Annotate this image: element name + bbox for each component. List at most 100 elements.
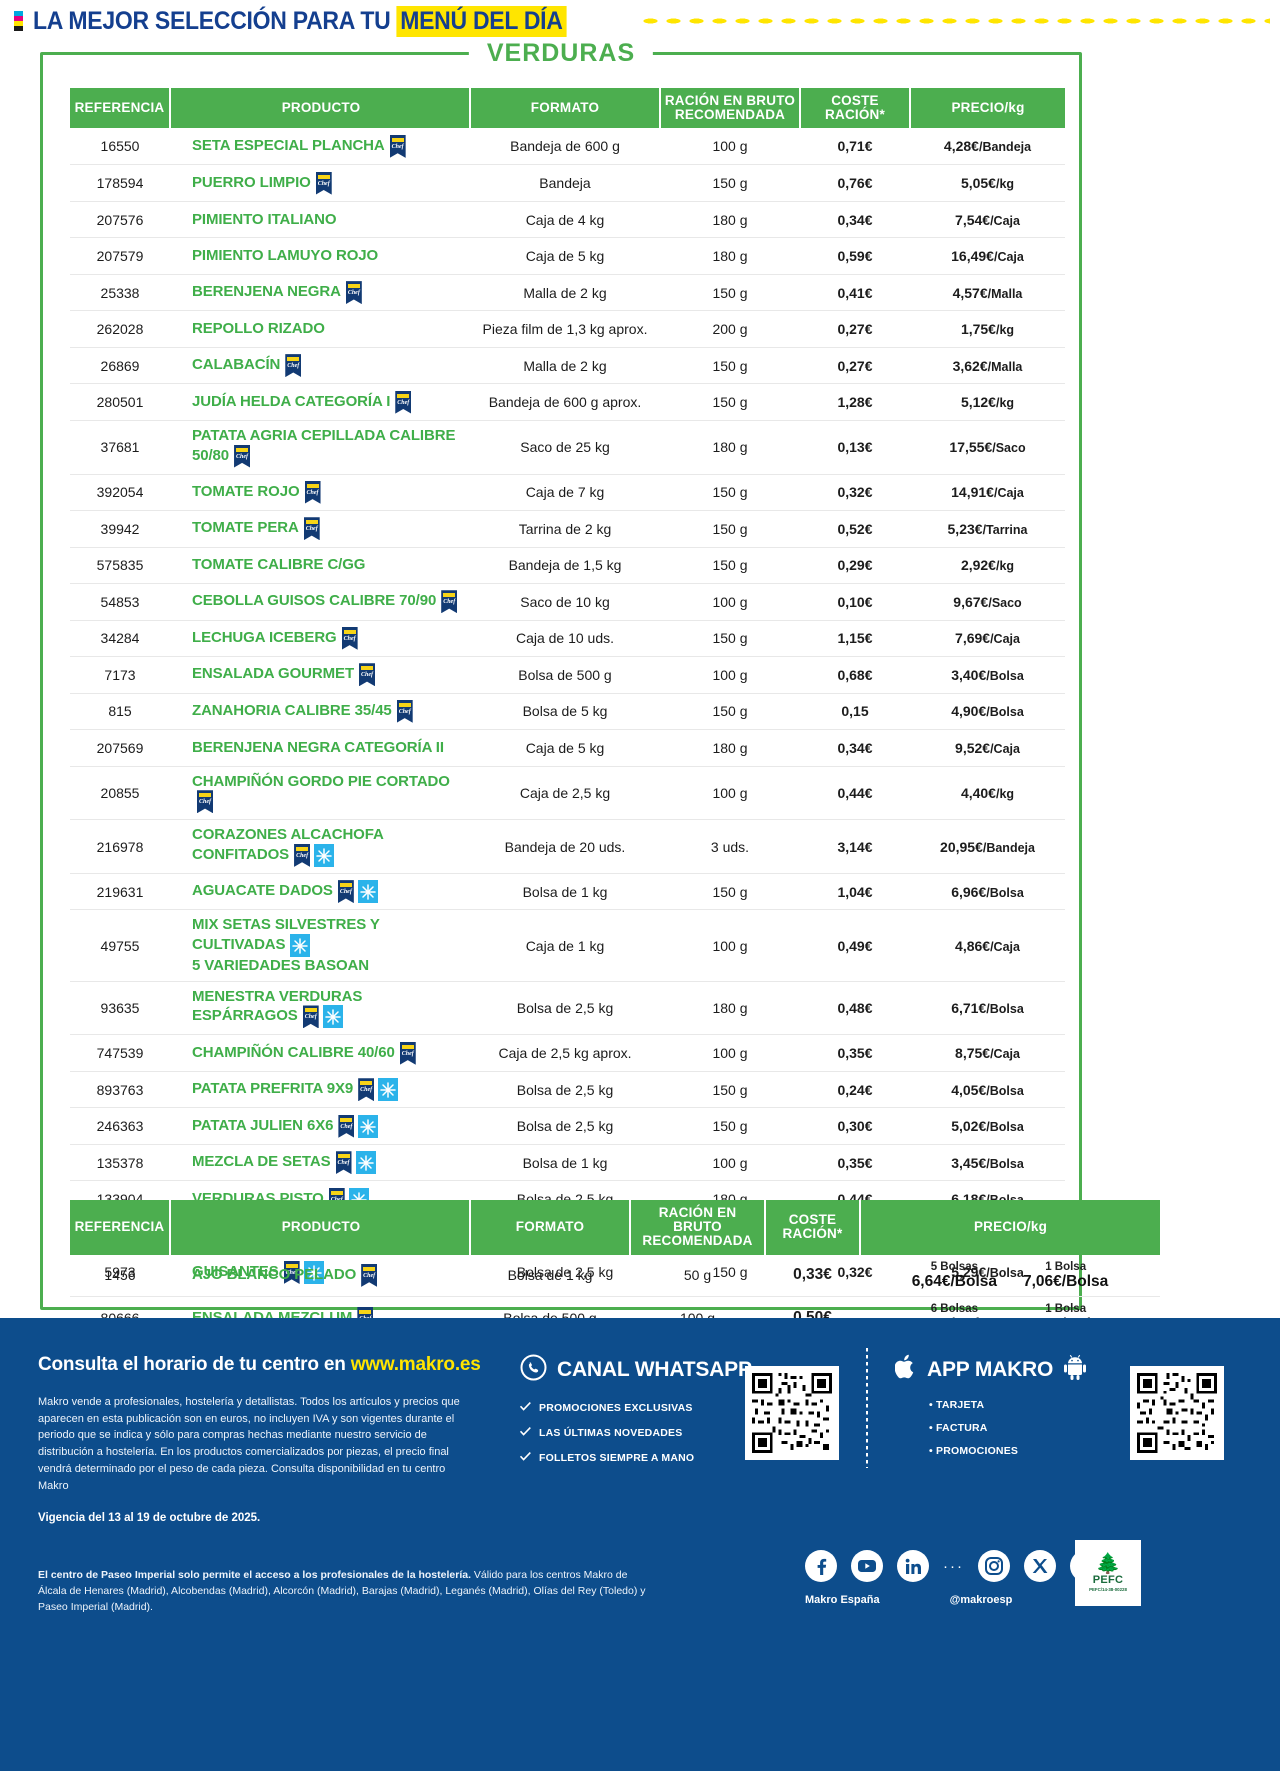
product-name: PATATA JULIEN 6X6 bbox=[192, 1116, 334, 1134]
cell-coste-racion: 0,30€ bbox=[837, 1118, 873, 1135]
cell-precio: 9,52€/Caja bbox=[955, 739, 1020, 756]
app-qr-code[interactable] bbox=[1130, 1366, 1224, 1460]
cell-coste-racion: 0,71€ bbox=[837, 138, 873, 155]
x-twitter-icon[interactable] bbox=[1024, 1550, 1056, 1582]
cell-racion: 150 g bbox=[712, 357, 748, 374]
table-row: 747539 CHAMPIÑÓN CALIBRE 40/60 Caja de 2,5… bbox=[70, 1035, 1065, 1072]
table-header-main: REFERENCIA PRODUCTO FORMATO RACIÓN EN BR… bbox=[70, 88, 1065, 129]
table-row: 207569 BERENJENA NEGRA CATEGORÍA II Caja d… bbox=[70, 730, 1065, 767]
cell-precio: 8,75€/Caja bbox=[955, 1045, 1020, 1062]
footer-info-block: Consulta el horario de tu centro en www.… bbox=[38, 1354, 481, 1524]
cell-racion: 150 g bbox=[712, 557, 748, 574]
table-row: 246363 PATATA JULIEN 6X6 Bolsa de 2,5 kg 15… bbox=[70, 1108, 1065, 1145]
product-badges bbox=[234, 444, 251, 468]
metro-chef-badge-icon bbox=[389, 134, 406, 158]
cell-coste-racion: 0,41€ bbox=[837, 284, 873, 301]
table-row: 93635 MENESTRA VERDURAS ESPÁRRAGOS Bolsa d… bbox=[70, 981, 1065, 1035]
cell-coste-racion: 1,04€ bbox=[837, 883, 873, 900]
cell-racion: 200 g bbox=[712, 321, 748, 338]
cell-precio-unit: /Caja bbox=[990, 741, 1020, 756]
cell-producto: CALABACÍN bbox=[170, 347, 470, 384]
footer-stores-text: El centro de Paseo Imperial solo permite… bbox=[38, 1568, 648, 1615]
cell-formato: Bolsa de 2,5 kg bbox=[516, 1081, 614, 1098]
cell-precio: 4,05€/Bolsa bbox=[951, 1081, 1024, 1098]
cell-referencia: 392054 bbox=[96, 484, 144, 501]
table-row: 39942 TOMATE PERA Tarrina de 2 kg 150 g 0,52… bbox=[70, 511, 1065, 548]
products-table-main: REFERENCIA PRODUCTO FORMATO RACIÓN EN BR… bbox=[70, 88, 1065, 1290]
table-row: 262028 REPOLLO RIZADO Pieza film de 1,3 kg… bbox=[70, 311, 1065, 348]
cell-precio-unit: /Bolsa bbox=[986, 705, 1024, 720]
check-icon bbox=[519, 1452, 531, 1464]
cell-precio: 4,86€/Caja bbox=[955, 937, 1020, 954]
product-name-line2: 5 VARIEDADES BASOAN bbox=[192, 956, 370, 974]
cmyk-registration-mark bbox=[14, 11, 23, 31]
cell-formato: Bolsa de 1 kg bbox=[507, 1267, 593, 1284]
cell-precio: 3,40€/Bolsa bbox=[951, 666, 1024, 683]
product-name: CORAZONES ALCACHOFA CONFITADOS bbox=[192, 826, 384, 863]
product-badges bbox=[441, 590, 458, 614]
metro-chef-badge-icon bbox=[395, 390, 412, 414]
product-name: TOMATE ROJO bbox=[192, 482, 300, 500]
metro-chef-badge-icon bbox=[341, 626, 358, 650]
metro-chef-badge-icon bbox=[315, 171, 332, 195]
section-title: VERDURAS bbox=[468, 39, 654, 68]
cell-producto: AGUACATE DADOS bbox=[170, 873, 470, 910]
frozen-snowflake-badge-icon bbox=[355, 1151, 376, 1175]
cell-referencia: 216978 bbox=[96, 838, 144, 855]
col-racion-line1: RACIÓN EN BRUTO bbox=[664, 93, 796, 108]
product-badges bbox=[361, 1263, 378, 1287]
check-icon bbox=[519, 1402, 531, 1414]
whatsapp-benefit-item: PROMOCIONES EXCLUSIVAS bbox=[519, 1402, 800, 1414]
cell-coste-racion: 0,44€ bbox=[837, 784, 873, 801]
section-frame: VERDURAS bbox=[40, 39, 1082, 1310]
youtube-icon[interactable] bbox=[851, 1550, 883, 1582]
cell-precio-unit: /Saco bbox=[992, 441, 1026, 456]
cell-racion: 150 g bbox=[712, 284, 748, 301]
cell-racion: 150 g bbox=[712, 883, 748, 900]
cell-racion: 100 g bbox=[712, 1154, 748, 1171]
metro-chef-badge-icon bbox=[302, 1005, 319, 1029]
whatsapp-qr-code[interactable] bbox=[745, 1366, 839, 1460]
pefc-tree-icon: 🌲 bbox=[1095, 1553, 1121, 1575]
apple-icon bbox=[894, 1354, 917, 1385]
linkedin-icon[interactable] bbox=[897, 1550, 929, 1582]
cell-producto: CHAMPIÑÓN CALIBRE 40/60 bbox=[170, 1035, 470, 1072]
cell-coste-racion: 0,33€ bbox=[793, 1266, 832, 1284]
cell-formato: Malla de 2 kg bbox=[523, 284, 607, 301]
product-badges bbox=[315, 171, 332, 195]
cell-precio: 5,02€/Bolsa bbox=[951, 1118, 1024, 1135]
product-name: CHAMPIÑÓN CALIBRE 40/60 bbox=[192, 1043, 395, 1061]
product-badges bbox=[303, 517, 320, 541]
cell-referencia: 815 bbox=[108, 703, 132, 720]
android-icon bbox=[1063, 1354, 1087, 1385]
product-badges bbox=[345, 281, 362, 305]
col-formato-sub: FORMATO bbox=[469, 1200, 631, 1255]
cell-racion: 100 g bbox=[712, 937, 748, 954]
cell-coste-racion: 0,29€ bbox=[837, 557, 873, 574]
cell-precio-unit: /Caja bbox=[993, 250, 1024, 265]
dotted-rule bbox=[638, 17, 1270, 25]
makro-website-link[interactable]: www.makro.es bbox=[350, 1354, 481, 1375]
product-name: REPOLLO RIZADO bbox=[192, 320, 325, 338]
col-referencia: REFERENCIA bbox=[70, 88, 171, 129]
product-name: ZANAHORIA CALIBRE 35/45 bbox=[192, 701, 392, 719]
whatsapp-qr-wrapper bbox=[745, 1366, 839, 1465]
cell-formato: Bandeja de 20 uds. bbox=[504, 838, 626, 855]
cell-coste-racion: 0,52€ bbox=[837, 520, 873, 537]
product-name: TOMATE CALIBRE C/GG bbox=[192, 556, 366, 574]
table-row: 54853 CEBOLLA GUISOS CALIBRE 70/90 Saco de… bbox=[70, 584, 1065, 621]
cell-precio-unit: /kg bbox=[995, 323, 1015, 338]
cell-precio-unit: /Malla bbox=[987, 359, 1023, 374]
cell-formato: Caja de 5 kg bbox=[525, 248, 605, 265]
cell-precio: 1,75€/kg bbox=[960, 321, 1015, 338]
cell-precio-unit: /Saco bbox=[988, 595, 1022, 610]
app-benefit-item: FACTURA bbox=[929, 1422, 1225, 1434]
cell-formato: Bandeja de 600 g bbox=[510, 138, 620, 155]
cell-precio-unit: /Caja bbox=[990, 939, 1020, 954]
cell-racion: 180 g bbox=[712, 211, 748, 228]
whatsapp-icon bbox=[520, 1354, 547, 1386]
facebook-icon[interactable] bbox=[805, 1550, 837, 1582]
instagram-icon[interactable] bbox=[978, 1550, 1010, 1582]
cell-formato: Caja de 2,5 kg bbox=[519, 784, 611, 801]
